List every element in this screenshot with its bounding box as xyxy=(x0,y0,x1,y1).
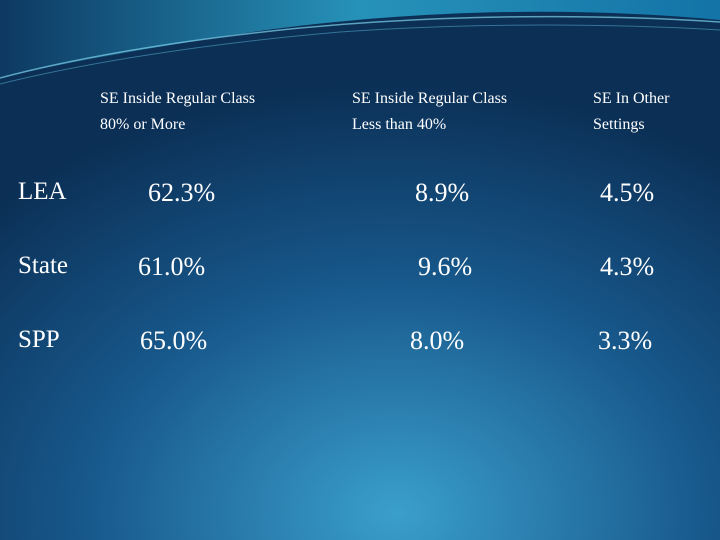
cell: 65.0% xyxy=(140,326,208,355)
column-header: SE Inside Regular Class Less than 40% xyxy=(352,90,508,133)
column-header: SE In Other Settings xyxy=(593,90,670,133)
cell: 4.5% xyxy=(600,178,655,207)
row-label: SPP xyxy=(18,326,60,353)
cell: 8.0% xyxy=(410,326,465,355)
cell: 8.9% xyxy=(415,178,470,207)
cell: 4.3% xyxy=(600,252,655,281)
row-label: State xyxy=(18,252,68,279)
column-header: SE Inside Regular Class 80% or More xyxy=(100,90,256,133)
cell: 9.6% xyxy=(418,252,473,281)
row-label: LEA xyxy=(18,178,67,205)
cell: 61.0% xyxy=(138,252,206,281)
cell: 62.3% xyxy=(148,178,216,207)
cell: 3.3% xyxy=(598,326,653,355)
